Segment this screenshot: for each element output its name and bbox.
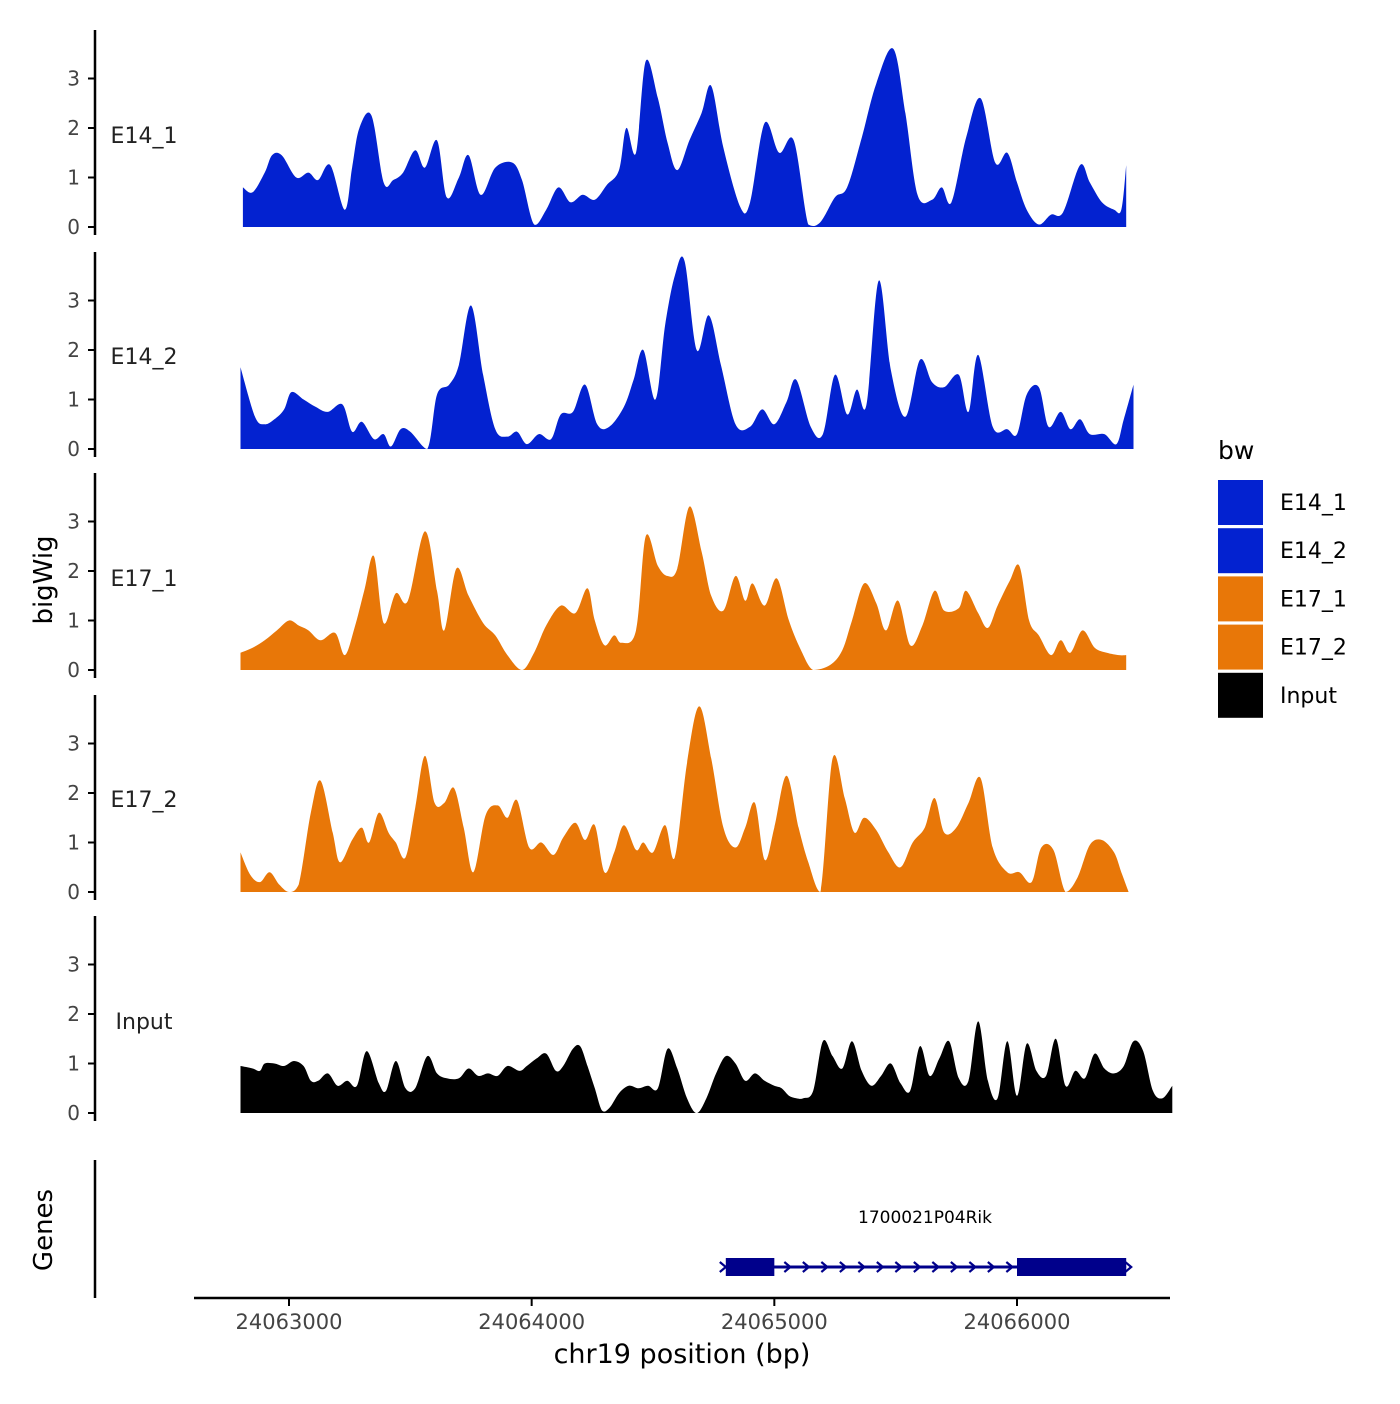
- y-tick-label: 2: [67, 116, 80, 140]
- gene-exon: [725, 1258, 775, 1276]
- gene-track-label: Genes: [29, 1189, 59, 1271]
- x-tick-label: 24065000: [721, 1310, 828, 1334]
- y-axis-title: bigWig: [29, 535, 59, 624]
- gene-name-label: 1700021P04Rik: [858, 1208, 992, 1228]
- legend-entry-Input: Input: [1218, 672, 1337, 718]
- x-ticks: 24063000 24064000 24065000 24066000: [236, 1298, 1071, 1334]
- y-tick-label: 1: [67, 831, 80, 855]
- coverage-area-E17_1: [240, 506, 1127, 670]
- legend-entry-E14_2: E14_2: [1218, 528, 1347, 574]
- panel-Input: 0 1 2 3 Input: [67, 916, 1173, 1125]
- legend-label: E17_1: [1280, 587, 1347, 612]
- legend: bw E14_1 E14_2 E17_1 E17_2 Input: [1218, 436, 1347, 718]
- strand-arrow: [987, 1261, 996, 1273]
- y-tick-label: 3: [67, 289, 80, 313]
- strand-arrow: [820, 1261, 830, 1273]
- y-tick-label: 0: [67, 437, 80, 461]
- strand-arrow: [913, 1261, 922, 1273]
- legend-label: E14_1: [1280, 491, 1347, 516]
- gene-model: [719, 1258, 1133, 1276]
- legend-title: bw: [1218, 436, 1254, 465]
- panel-E14_2: 0 1 2 3 E14_2: [67, 252, 1134, 461]
- x-tick-label: 24064000: [478, 1310, 585, 1334]
- strand-arrow: [857, 1261, 867, 1273]
- strand-arrow: [876, 1261, 885, 1273]
- strand-arrow: [950, 1261, 959, 1273]
- y-tick-label: 0: [67, 658, 80, 682]
- y-tick-label: 3: [67, 953, 80, 977]
- panel-E17_1: 0 1 2 3 E17_1: [67, 473, 1127, 682]
- legend-items: E14_1 E14_2 E17_1 E17_2 Input: [1218, 480, 1347, 718]
- panel-label: E14_1: [111, 124, 178, 149]
- legend-label: Input: [1280, 684, 1337, 709]
- legend-label: E14_2: [1280, 539, 1347, 564]
- panel-label: E14_2: [111, 345, 178, 370]
- strand-arrow: [968, 1261, 978, 1273]
- y-tick-label: 0: [67, 215, 80, 239]
- coverage-area-E17_2: [240, 706, 1129, 892]
- strand-arrow: [783, 1261, 793, 1273]
- legend-swatch: [1218, 672, 1263, 718]
- panel-label: E17_2: [111, 788, 178, 813]
- x-axis-title: chr19 position (bp): [554, 1339, 811, 1370]
- legend-swatch: [1218, 576, 1263, 622]
- legend-swatch: [1218, 624, 1263, 670]
- panel-E14_1: 0 1 2 3 E14_1: [67, 30, 1127, 239]
- y-tick-label: 2: [67, 1002, 80, 1026]
- x-axis: 24063000 24064000 24065000 24066000 chr19 p…: [194, 1296, 1170, 1370]
- x-tick-label: 24063000: [236, 1310, 343, 1334]
- coverage-area-Input: [240, 1021, 1173, 1113]
- strand-arrow: [719, 1261, 728, 1273]
- legend-swatch: [1218, 480, 1263, 525]
- gene-track: Genes 1700021P04Rik: [29, 1160, 1133, 1298]
- y-tick-label: 2: [67, 559, 80, 583]
- y-tick-label: 3: [67, 732, 80, 756]
- gene-exon: [1017, 1258, 1127, 1276]
- y-tick-label: 2: [67, 338, 80, 362]
- y-tick-label: 3: [67, 67, 80, 91]
- legend-entry-E17_2: E17_2: [1218, 624, 1347, 670]
- strand-arrow: [802, 1261, 811, 1273]
- y-tick-label: 3: [67, 510, 80, 534]
- legend-entry-E17_1: E17_1: [1218, 576, 1347, 622]
- strand-arrow: [1005, 1261, 1015, 1273]
- y-tick-label: 2: [67, 781, 80, 805]
- panel-label: E17_1: [111, 567, 178, 592]
- strand-arrow: [839, 1261, 848, 1273]
- y-tick-label: 0: [67, 880, 80, 904]
- legend-label: E17_2: [1280, 636, 1347, 661]
- coverage-area-E14_1: [242, 48, 1127, 227]
- y-tick-label: 0: [67, 1101, 80, 1125]
- legend-swatch: [1218, 528, 1263, 574]
- y-tick-label: 1: [67, 166, 80, 190]
- x-tick-label: 24066000: [964, 1310, 1071, 1334]
- coverage-area-E14_2: [240, 256, 1134, 449]
- panel-label: Input: [116, 1010, 173, 1035]
- strand-arrow: [1124, 1261, 1133, 1273]
- legend-entry-E14_1: E14_1: [1218, 480, 1347, 525]
- y-tick-label: 1: [67, 609, 80, 633]
- y-tick-label: 1: [67, 388, 80, 412]
- panels: 0 1 2 3 E14_1 0 1 2 3 E14_2 0 1 2 3 E17_1 0 1 2 3 E17_2 0 1 2 3…: [67, 30, 1173, 1125]
- y-tick-label: 1: [67, 1052, 80, 1076]
- strand-arrow: [894, 1261, 904, 1273]
- strand-arrow: [931, 1261, 941, 1273]
- panel-E17_2: 0 1 2 3 E17_2: [67, 695, 1129, 904]
